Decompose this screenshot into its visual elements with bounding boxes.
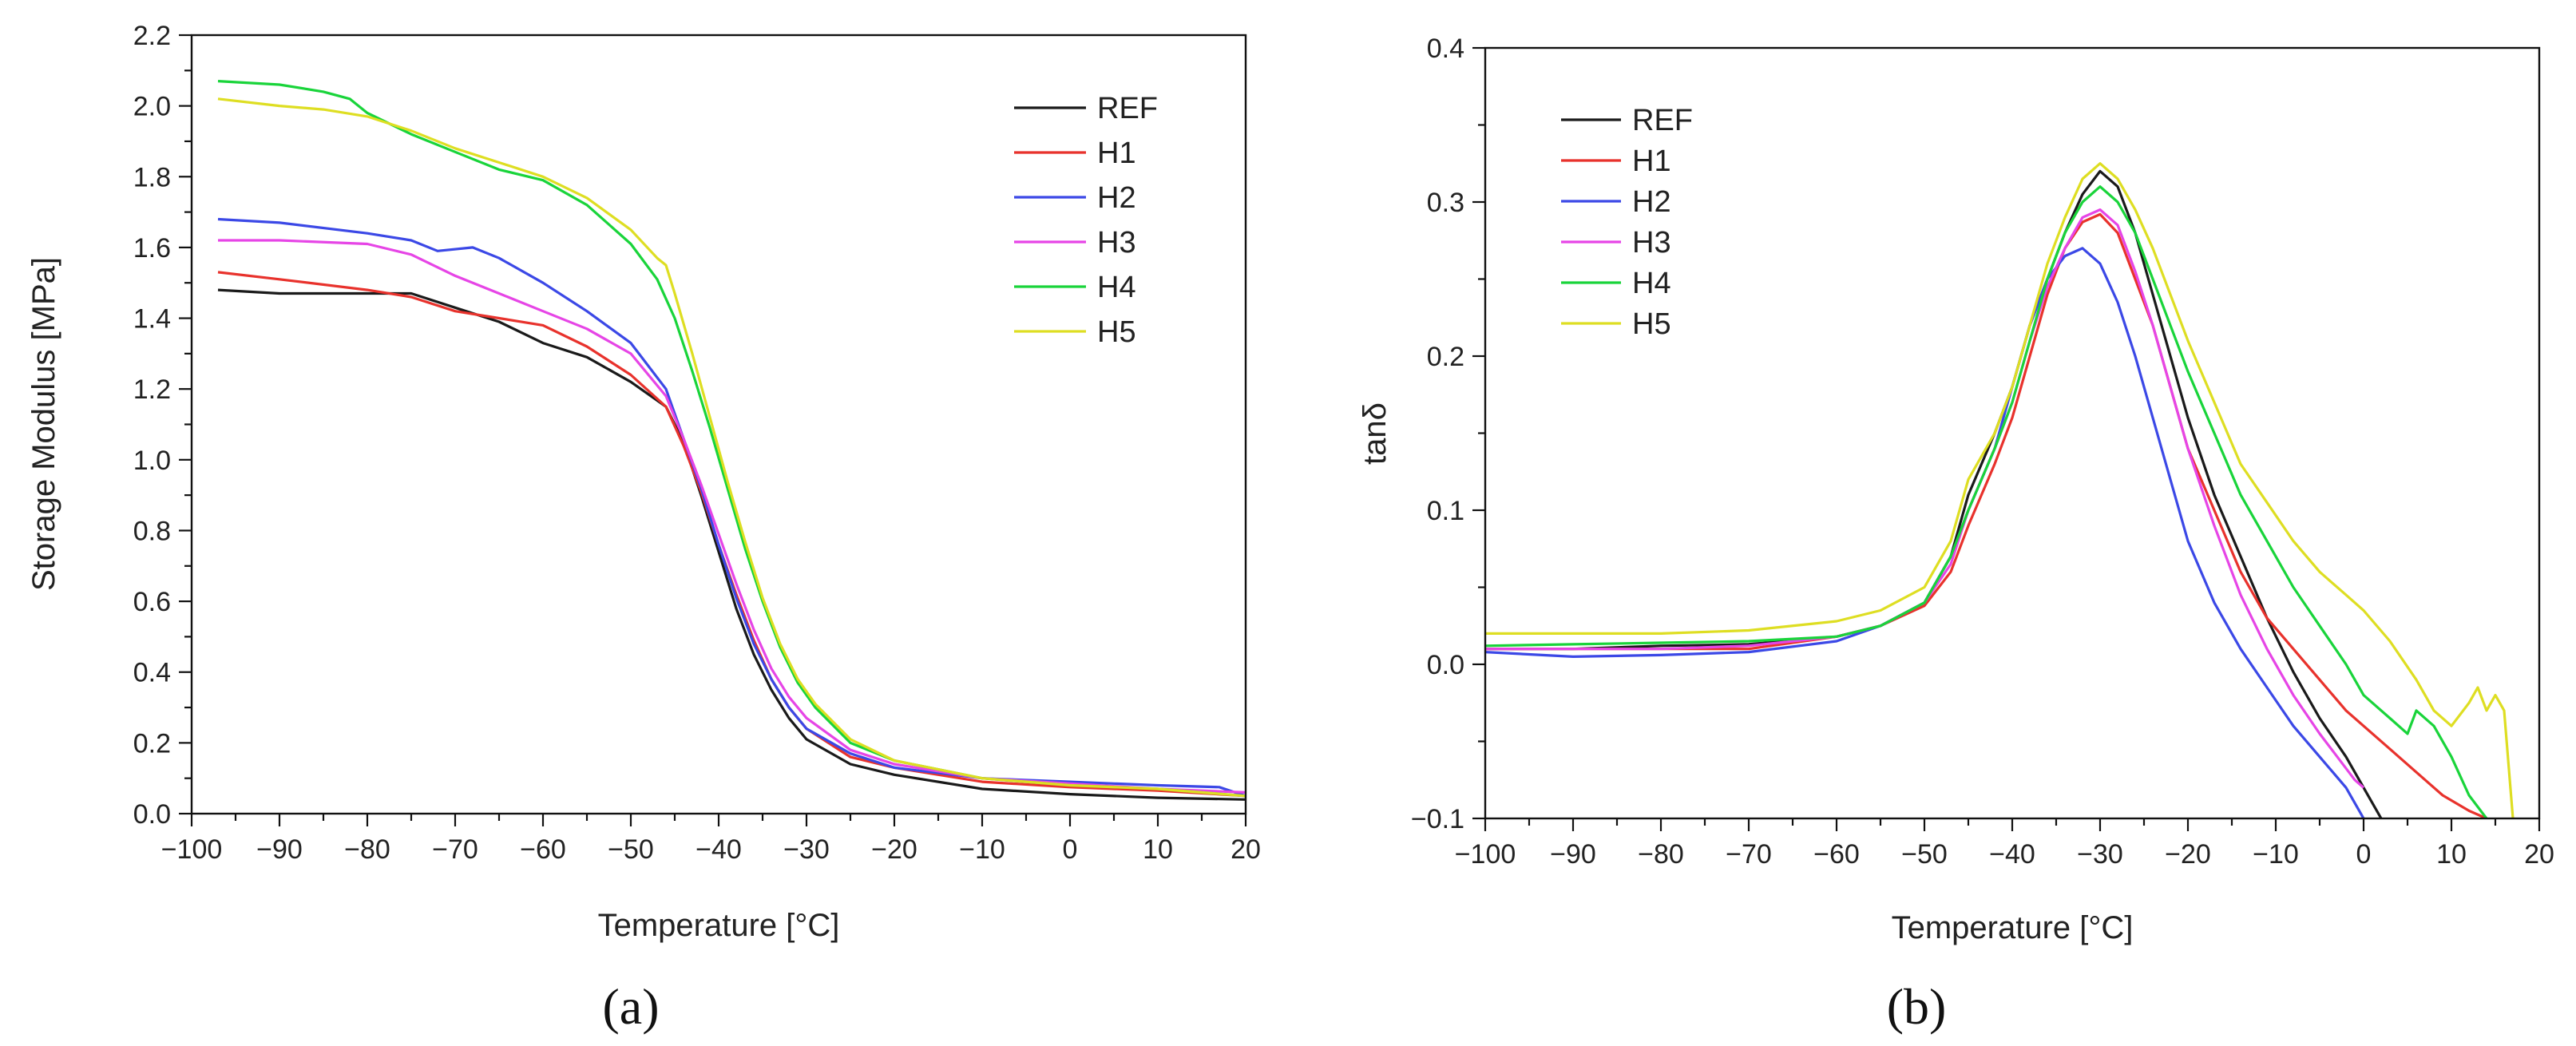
panel-b-legend-label-h3: H3: [1632, 226, 1671, 260]
panel-a-x-tick-label: −100: [161, 834, 223, 865]
panel-b-legend-label-ref: REF: [1632, 104, 1693, 137]
panel-b-y-axis-title: tanδ: [1357, 402, 1393, 465]
panel-a-x-tick-label: −20: [871, 834, 917, 865]
panel-a-legend-label-ref: REF: [1097, 92, 1158, 125]
panel-a-y-tick-label: 0.0: [133, 799, 171, 830]
panel-b-chart: −100 −90 −80 −70 −60 −50 −40 −30 −20 −10 0 10 20−0.1…: [1357, 34, 2554, 1035]
panel-a-y-tick-label: 2.0: [133, 92, 171, 122]
panel-a-plot-area: [217, 80, 1246, 801]
panel-a-legend-label-h4: H4: [1097, 271, 1136, 304]
panel-b-series-h5-line: [1485, 162, 2515, 818]
panel-a-y-tick-label: 2.2: [133, 21, 171, 51]
panel-a-series-h3-line: [218, 239, 1246, 794]
panel-b-legend-label-h2: H2: [1632, 185, 1671, 219]
panel-a-y-tick-label: 1.8: [133, 162, 171, 192]
panel-a-x-tick-label: −70: [432, 834, 478, 865]
panel-b-x-tick-label: −50: [1901, 839, 1948, 870]
panel-b-y-tick-label: 0.0: [1427, 650, 1464, 680]
panel-b-y-tick-label: 0.4: [1427, 34, 1464, 64]
panel-b-legend: REF H1 H2 H3 H4 H5: [1561, 104, 1693, 341]
panel-a-legend-label-h3: H3: [1097, 226, 1136, 260]
panel-b-series-h2-line: [1485, 247, 2365, 818]
panel-a-x-tick-label: −50: [608, 834, 654, 865]
panel-b-x-axis-title: Temperature [°C]: [1892, 910, 2134, 945]
panel-a-y-tick-label: 0.8: [133, 516, 171, 546]
panel-a-x-tick-label: 0: [1063, 834, 1078, 865]
panel-a-x-tick-label: 10: [1143, 834, 1173, 865]
panel-b-x-tick-label: −10: [2253, 839, 2299, 870]
panel-b-y-tick-label: 0.3: [1427, 188, 1464, 218]
panel-b-label: (b): [1887, 978, 1947, 1035]
panel-a-legend-label-h2: H2: [1097, 181, 1136, 215]
panel-a-y-tick-label: 1.6: [133, 233, 171, 263]
panel-b-legend-label-h5: H5: [1632, 307, 1671, 341]
panel-b-x-tick-label: −90: [1550, 839, 1596, 870]
panel-b-legend-label-h4: H4: [1632, 267, 1671, 300]
panel-a-x-axis-title: Temperature [°C]: [598, 908, 840, 943]
panel-a-x-tick-label: −90: [256, 834, 303, 865]
panel-b-series-ref-line: [1485, 169, 2383, 818]
panel-b-x-tick-label: −40: [1989, 839, 2035, 870]
panel-a-chart: −100 −90 −80 −70 −60 −50 −40 −30 −20 −10 0 10 200.00…: [26, 21, 1261, 1035]
panel-a-x-tick-label: −60: [520, 834, 566, 865]
panel-a-x-tick-label: −10: [959, 834, 1005, 865]
panel-b-series-h3-line: [1485, 208, 2365, 789]
panel-b-x-tick-label: 10: [2436, 839, 2467, 870]
panel-a-y-axis-title: Storage Modulus [MPa]: [26, 257, 61, 591]
panel-a-axes: −100 −90 −80 −70 −60 −50 −40 −30 −20 −10 0 10 200.00…: [133, 21, 1261, 865]
panel-b-series-h1-line: [1485, 212, 2487, 818]
panel-b-plot-area: [1485, 162, 2515, 818]
panel-a-frame: [190, 34, 1247, 815]
panel-b-x-tick-label: −30: [2077, 839, 2123, 870]
panel-b-series-h4-line: [1485, 185, 2488, 818]
panel-b-y-tick-label: 0.1: [1427, 496, 1464, 526]
panel-a-y-tick-label: 0.4: [133, 658, 171, 688]
panel-b-x-tick-label: −60: [1813, 839, 1860, 870]
panel-a-series-h1-line: [217, 271, 1246, 798]
panel-a-legend-label-h5: H5: [1097, 315, 1136, 349]
panel-b-x-tick-label: −80: [1638, 839, 1684, 870]
panel-b-x-tick-label: −100: [1455, 839, 1516, 870]
panel-a-label: (a): [602, 978, 659, 1035]
panel-a-x-tick-label: −40: [696, 834, 742, 865]
panel-a-series-h4-line: [217, 80, 1246, 798]
panel-b-x-tick-label: −20: [2165, 839, 2211, 870]
panel-a-series-ref-line: [217, 288, 1246, 801]
panel-a-legend: REF H1 H2 H3 H4 H5: [1014, 92, 1158, 349]
panel-a-x-tick-label: 20: [1231, 834, 1261, 865]
panel-a-legend-label-h1: H1: [1097, 137, 1136, 170]
panel-a-y-tick-label: 0.6: [133, 587, 171, 617]
panel-b-legend-label-h1: H1: [1632, 145, 1671, 178]
panel-b-x-tick-label: 20: [2524, 839, 2554, 870]
panel-a-y-tick-label: 0.2: [133, 728, 171, 759]
panel-a-y-tick-label: 1.4: [133, 304, 171, 335]
panel-a-series-h5-line: [217, 97, 1246, 798]
panel-b-y-tick-label: 0.2: [1427, 342, 1464, 372]
panel-a-y-tick-label: 1.0: [133, 446, 171, 476]
panel-a-x-tick-label: −30: [783, 834, 830, 865]
panel-b-x-tick-label: 0: [2356, 839, 2372, 870]
panel-b-x-tick-label: −70: [1726, 839, 1772, 870]
panel-a-y-tick-label: 1.2: [133, 374, 171, 405]
panel-a-x-tick-label: −80: [344, 834, 390, 865]
panel-b-axes: −100 −90 −80 −70 −60 −50 −40 −30 −20 −10 0 10 20−0.1…: [1411, 34, 2554, 870]
panel-b-y-tick-label: −0.1: [1411, 804, 1464, 834]
